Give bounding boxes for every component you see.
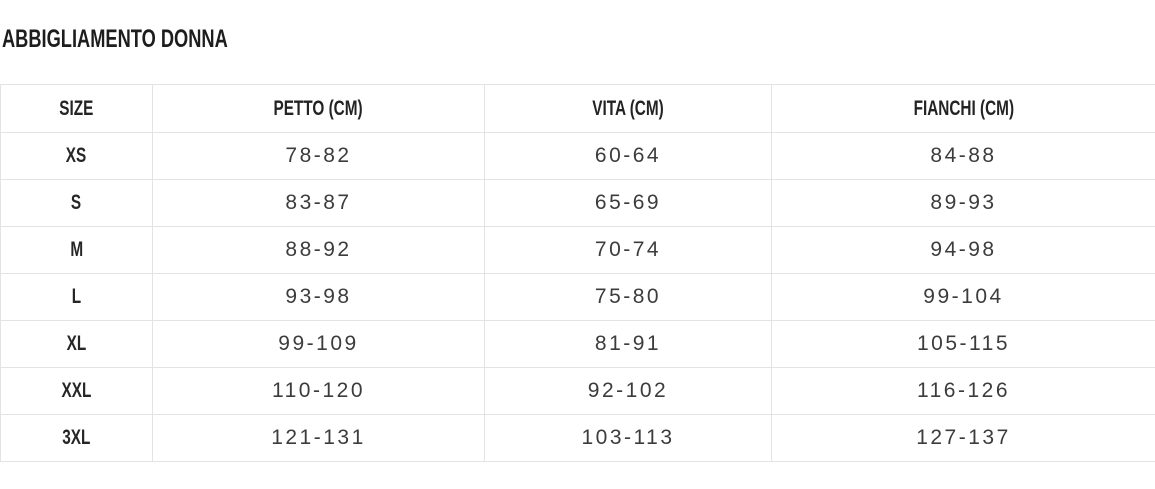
cell-fianchi: 116-126 <box>771 367 1155 415</box>
cell-vita: 70-74 <box>484 226 772 274</box>
cell-fianchi: 84-88 <box>771 132 1155 180</box>
cell-size: M <box>0 226 153 274</box>
cell-fianchi: 99-104 <box>771 273 1155 321</box>
cell-vita: 103-113 <box>484 414 772 462</box>
table-row-s: S 83-87 65-69 89-93 <box>0 179 1155 227</box>
table-row-xs: XS 78-82 60-64 84-88 <box>0 132 1155 180</box>
cell-petto: 88-92 <box>152 226 485 274</box>
table-row-m: M 88-92 70-74 94-98 <box>0 226 1155 274</box>
cell-size: S <box>0 179 153 227</box>
cell-fianchi: 127-137 <box>771 414 1155 462</box>
header-row: SIZE PETTO (CM) VITA (CM) FIANCHI (CM) <box>0 84 1155 133</box>
column-header-vita: VITA (CM) <box>484 84 772 133</box>
page-title-text: ABBIGLIAMENTO DONNA <box>2 25 228 53</box>
table-row-l: L 93-98 75-80 99-104 <box>0 273 1155 321</box>
cell-size: L <box>0 273 153 321</box>
column-header-fianchi: FIANCHI (CM) <box>771 84 1155 133</box>
cell-fianchi: 89-93 <box>771 179 1155 227</box>
cell-vita: 75-80 <box>484 273 772 321</box>
cell-vita: 65-69 <box>484 179 772 227</box>
cell-petto: 83-87 <box>152 179 485 227</box>
table-row-xl: XL 99-109 81-91 105-115 <box>0 320 1155 368</box>
column-header-size: SIZE <box>0 84 153 133</box>
cell-petto: 93-98 <box>152 273 485 321</box>
size-chart-table: SIZE PETTO (CM) VITA (CM) FIANCHI (CM) X… <box>0 84 1155 462</box>
cell-petto: 99-109 <box>152 320 485 368</box>
cell-size: XS <box>0 132 153 180</box>
table-row-xxl: XXL 110-120 92-102 116-126 <box>0 367 1155 415</box>
cell-vita: 60-64 <box>484 132 772 180</box>
table-row-3xl: 3XL 121-131 103-113 127-137 <box>0 414 1155 462</box>
cell-fianchi: 94-98 <box>771 226 1155 274</box>
column-header-petto: PETTO (CM) <box>152 84 485 133</box>
page-title: ABBIGLIAMENTO DONNA <box>2 27 1155 52</box>
cell-size: XXL <box>0 367 153 415</box>
size-chart-body: XS 78-82 60-64 84-88 S 83-87 65-69 89-93… <box>0 132 1155 462</box>
cell-fianchi: 105-115 <box>771 320 1155 368</box>
cell-size: XL <box>0 320 153 368</box>
cell-petto: 78-82 <box>152 132 485 180</box>
cell-vita: 81-91 <box>484 320 772 368</box>
cell-size: 3XL <box>0 414 153 462</box>
size-chart-header: SIZE PETTO (CM) VITA (CM) FIANCHI (CM) <box>0 84 1155 133</box>
cell-petto: 121-131 <box>152 414 485 462</box>
cell-vita: 92-102 <box>484 367 772 415</box>
cell-petto: 110-120 <box>152 367 485 415</box>
